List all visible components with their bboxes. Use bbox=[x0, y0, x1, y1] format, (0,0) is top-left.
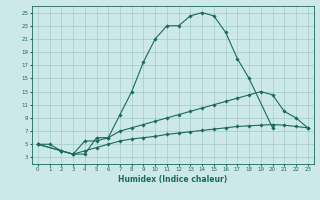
X-axis label: Humidex (Indice chaleur): Humidex (Indice chaleur) bbox=[118, 175, 228, 184]
